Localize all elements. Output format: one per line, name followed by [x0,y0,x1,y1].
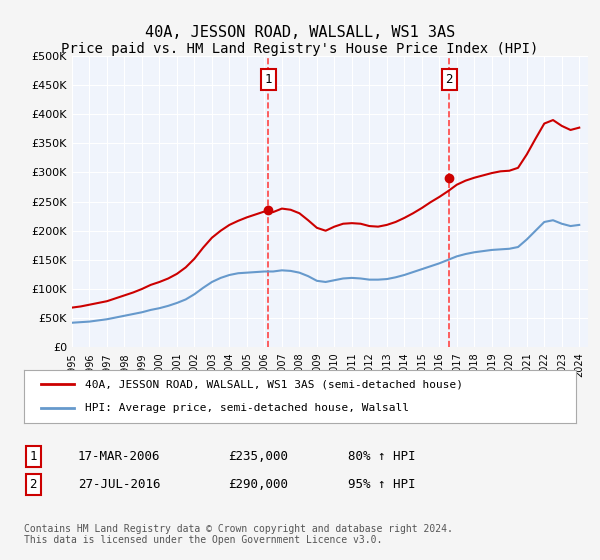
Text: 40A, JESSON ROAD, WALSALL, WS1 3AS (semi-detached house): 40A, JESSON ROAD, WALSALL, WS1 3AS (semi… [85,380,463,390]
Text: Contains HM Land Registry data © Crown copyright and database right 2024.
This d: Contains HM Land Registry data © Crown c… [24,524,453,545]
Text: 95% ↑ HPI: 95% ↑ HPI [348,478,415,491]
Text: HPI: Average price, semi-detached house, Walsall: HPI: Average price, semi-detached house,… [85,403,409,413]
Text: 1: 1 [265,73,272,86]
Text: 2: 2 [446,73,453,86]
Text: 80% ↑ HPI: 80% ↑ HPI [348,450,415,463]
Text: 1: 1 [29,450,37,463]
Text: 27-JUL-2016: 27-JUL-2016 [78,478,161,491]
Text: £235,000: £235,000 [228,450,288,463]
Text: £290,000: £290,000 [228,478,288,491]
Text: Price paid vs. HM Land Registry's House Price Index (HPI): Price paid vs. HM Land Registry's House … [61,42,539,56]
Text: 40A, JESSON ROAD, WALSALL, WS1 3AS: 40A, JESSON ROAD, WALSALL, WS1 3AS [145,25,455,40]
Text: 17-MAR-2006: 17-MAR-2006 [78,450,161,463]
Text: 2: 2 [29,478,37,491]
